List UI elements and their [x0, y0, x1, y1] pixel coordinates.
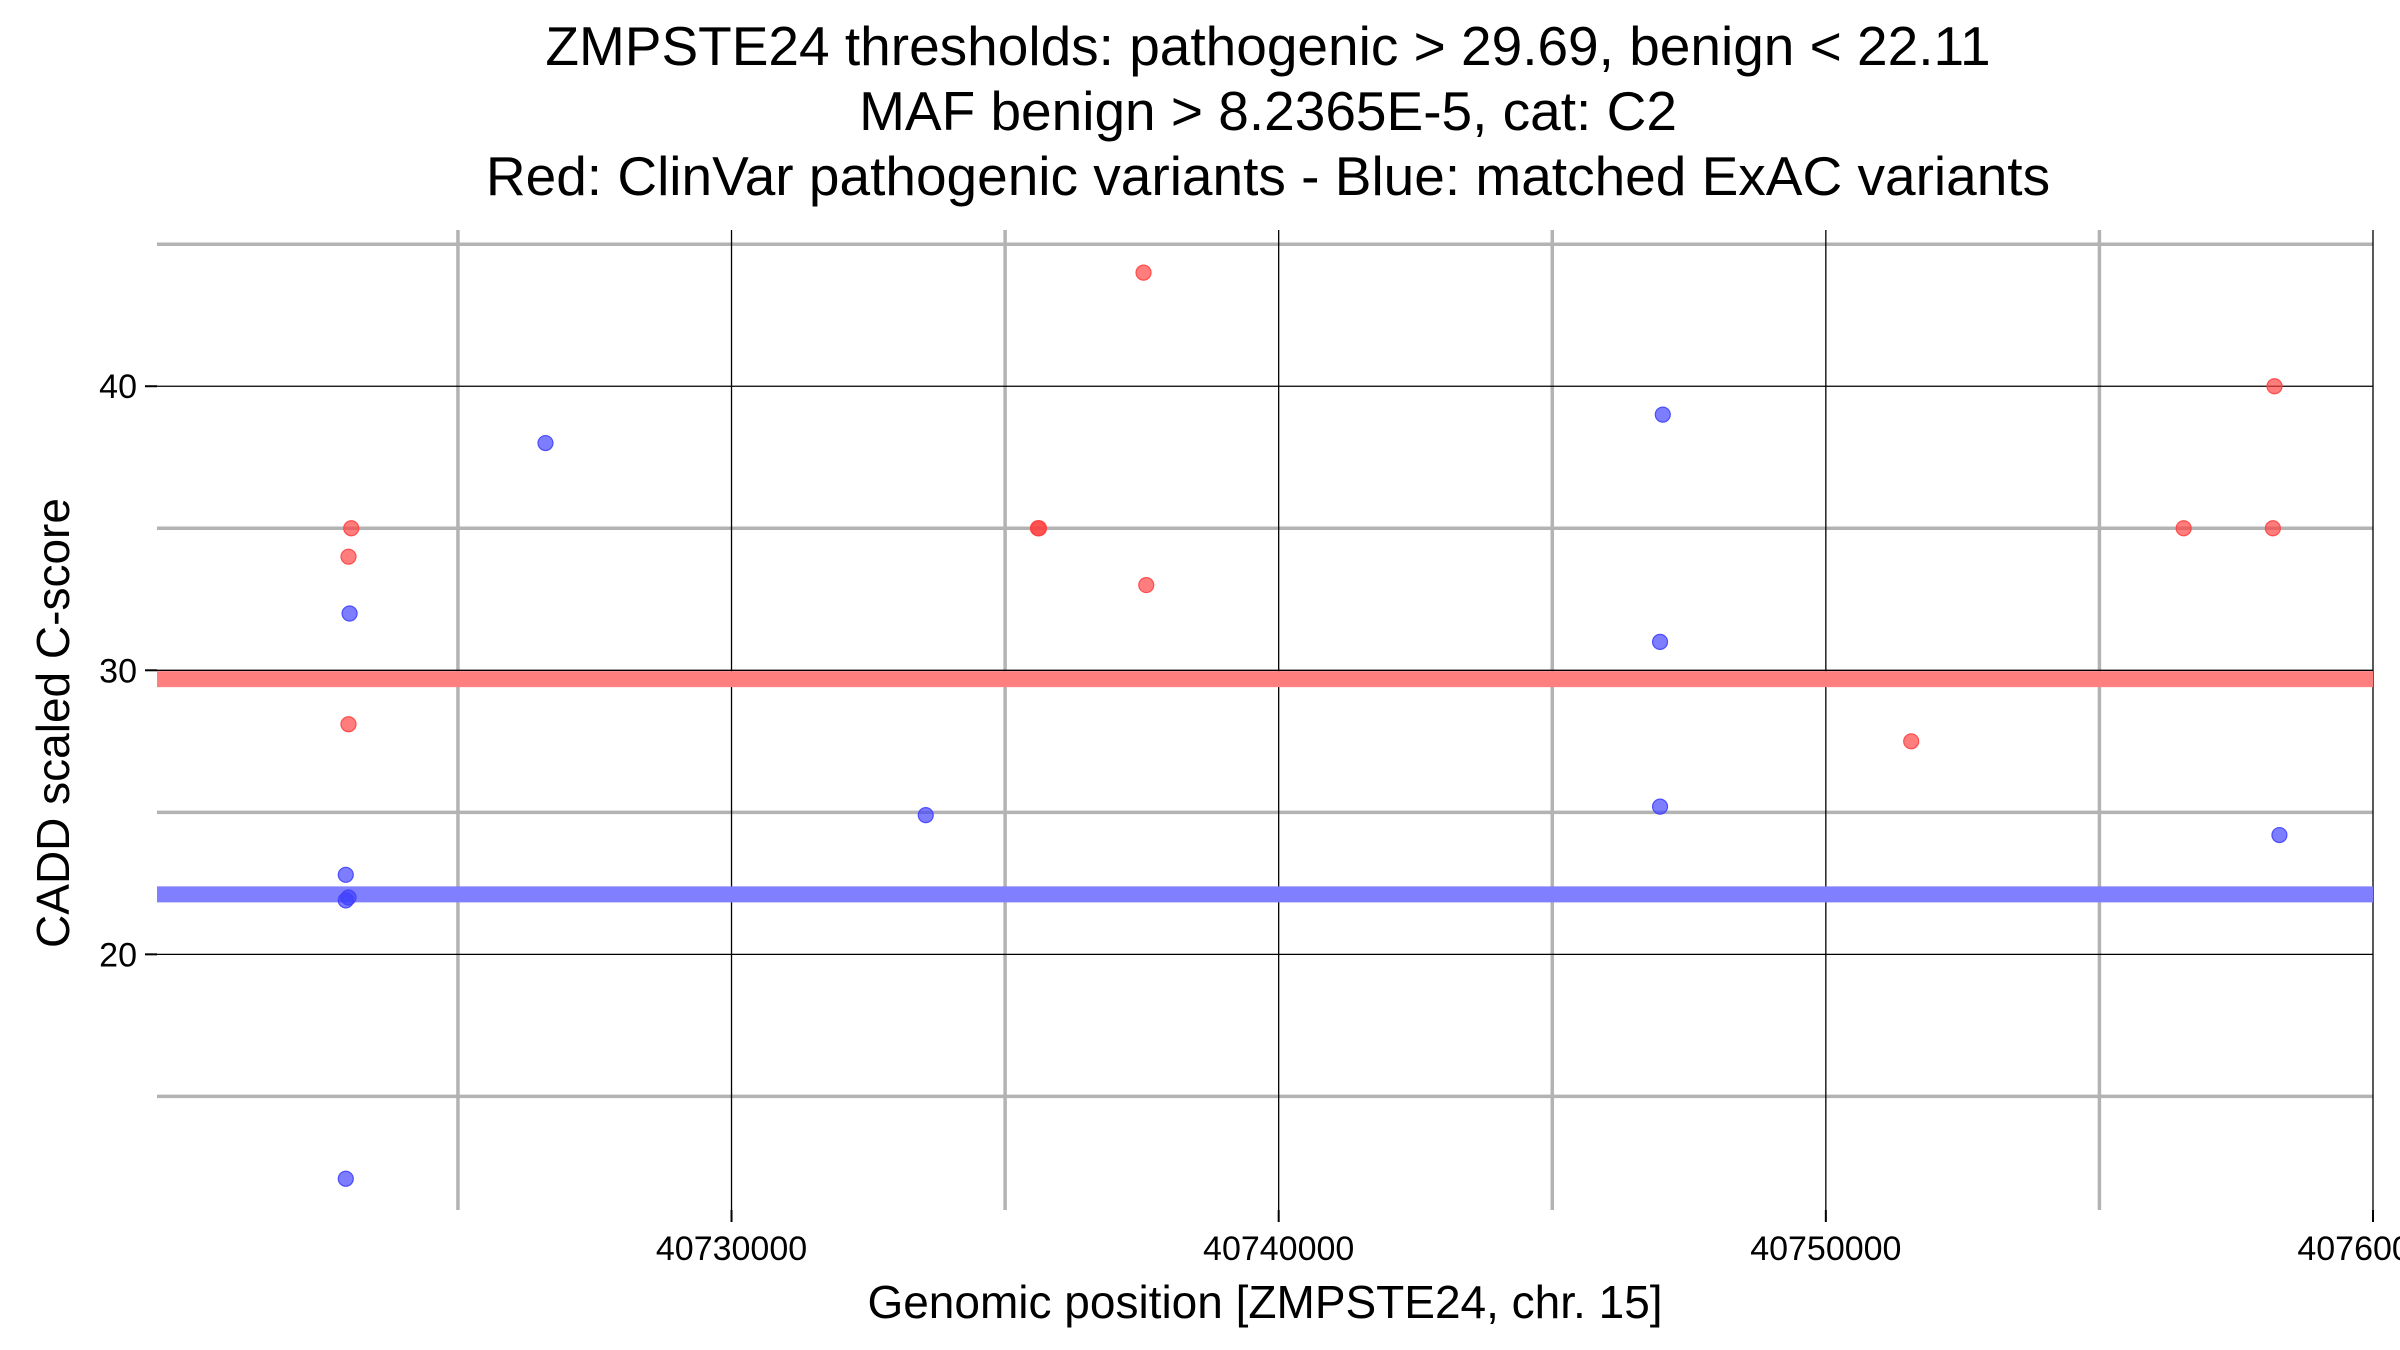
- point-clinvar-pathogenic: [1138, 576, 1155, 594]
- point-clinvar-pathogenic: [340, 716, 357, 733]
- point-clinvar-pathogenic: [1135, 264, 1152, 281]
- point-clinvar-pathogenic: [343, 520, 360, 537]
- point-exac-matched: [1654, 406, 1671, 423]
- point-clinvar-pathogenic: [1030, 520, 1048, 537]
- title-line-2: MAF benign > 8.2365E-5, cat: C2: [859, 80, 1677, 142]
- x-tick-label: 40760000: [2297, 1230, 2400, 1268]
- x-tick-label: 40750000: [1750, 1230, 1901, 1268]
- point-exac-matched: [341, 605, 358, 622]
- x-axis-label: Genomic position [ZMPSTE24, chr. 15]: [867, 1276, 1662, 1328]
- point-clinvar-pathogenic: [1903, 733, 1920, 750]
- point-exac-matched: [340, 889, 357, 906]
- point-clinvar-pathogenic: [2266, 378, 2283, 395]
- y-tick-label: 30: [99, 652, 137, 690]
- point-clinvar-pathogenic: [340, 548, 357, 565]
- point-exac-matched: [337, 866, 354, 883]
- x-axis-ticks: 40730000 40740000 40750000 40760000: [656, 1210, 2400, 1268]
- minor-gridlines: [157, 230, 2373, 1210]
- title-line-3: Red: ClinVar pathogenic variants - Blue:…: [486, 145, 2050, 207]
- point-exac-matched: [917, 807, 934, 824]
- threshold-lines: [157, 671, 2373, 903]
- x-tick-label: 40740000: [1203, 1230, 1354, 1268]
- x-tick-label: 40730000: [656, 1230, 807, 1268]
- point-exac-matched: [2271, 826, 2288, 844]
- point-exac-matched: [537, 434, 554, 452]
- point-clinvar-pathogenic: [2175, 520, 2192, 537]
- chart-title: ZMPSTE24 thresholds: pathogenic > 29.69,…: [486, 15, 2050, 207]
- title-line-1: ZMPSTE24 thresholds: pathogenic > 29.69,…: [545, 15, 1990, 77]
- y-axis-label: CADD scaled C-score: [27, 498, 79, 948]
- point-exac-matched: [337, 1170, 354, 1187]
- major-gridlines: [157, 230, 2374, 1210]
- y-tick-label: 40: [99, 368, 137, 406]
- point-clinvar-pathogenic: [2264, 520, 2281, 537]
- y-axis-ticks: 20 30 40: [99, 368, 157, 974]
- point-exac-matched: [1651, 798, 1669, 815]
- data-points: [337, 264, 2288, 1187]
- point-exac-matched: [1651, 633, 1669, 650]
- y-tick-label: 20: [99, 936, 137, 974]
